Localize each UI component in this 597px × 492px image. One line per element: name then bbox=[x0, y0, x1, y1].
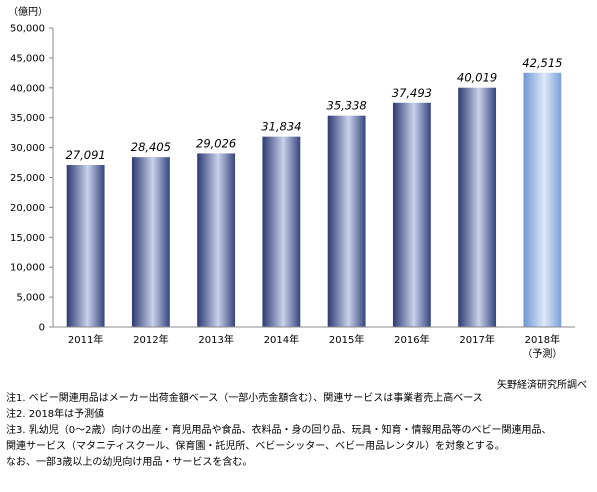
x-axis: 2011年 2012年 2013年 2014年 2015年 2016年 2017年 2018年… bbox=[53, 326, 575, 360]
y-tick-label: 45,000 bbox=[10, 53, 45, 64]
y-axis: 0 5,000 10,000 15,000 20,000 25,000 30,000 35,0… bbox=[10, 24, 54, 334]
y-tick-label: 15,000 bbox=[10, 233, 45, 244]
data-label: 37,493 bbox=[392, 86, 432, 100]
bar bbox=[458, 87, 497, 328]
bar bbox=[66, 164, 105, 327]
notes: 注1. ベビー関連用品はメーカー出荷金額ベース（一部小売金額含む）、関連サービス… bbox=[6, 391, 591, 471]
x-tick-sublabel: （予測） bbox=[522, 347, 562, 360]
data-labels: 27,091 28,405 29,026 31,834 35,338 37,493 40,0… bbox=[66, 56, 563, 162]
y-tick-label: 40,000 bbox=[10, 83, 45, 94]
y-tick-label: 20,000 bbox=[10, 203, 45, 214]
x-tick-label: 2014年 bbox=[264, 333, 299, 346]
bar bbox=[131, 157, 170, 327]
y-tick-label: 30,000 bbox=[10, 143, 45, 154]
note-line: なお、一部3歳以上の幼児向け用品・サービスを含む。 bbox=[6, 457, 253, 468]
y-tick-label: 50,000 bbox=[10, 24, 45, 35]
note-line: 関連サービス（マタニティスクール、保育園・託児所、ベビーシッター、ベビー用品レン… bbox=[6, 441, 505, 452]
bar bbox=[197, 153, 236, 327]
data-label: 29,026 bbox=[196, 136, 236, 150]
data-label: 35,338 bbox=[327, 99, 367, 113]
data-label: 27,091 bbox=[66, 148, 106, 162]
data-label: 28,405 bbox=[131, 140, 171, 154]
y-tick-label: 25,000 bbox=[10, 173, 45, 184]
note-line: 注3. 乳幼児（0〜2歳）向けの出産・育児用品や食品、衣料品・身の回り品、玩具・… bbox=[6, 425, 552, 436]
y-axis-unit-label: （億円） bbox=[8, 5, 48, 18]
bar-chart: （億円） 0 5,000 10,000 15,000 20,000 25,000 30,00… bbox=[8, 5, 575, 360]
bar bbox=[262, 136, 301, 327]
bar bbox=[392, 102, 431, 327]
bar bbox=[327, 115, 366, 327]
x-tick-label: 2013年 bbox=[198, 333, 233, 346]
x-tick-label: 2017年 bbox=[459, 333, 494, 346]
note-line: 注1. ベビー関連用品はメーカー出荷金額ベース（一部小売金額含む）、関連サービス… bbox=[6, 393, 483, 404]
x-tick-label: 2018年 bbox=[525, 333, 560, 346]
x-tick-label: 2015年 bbox=[329, 333, 364, 346]
x-tick-label: 2016年 bbox=[394, 333, 429, 346]
data-label: 40,019 bbox=[457, 71, 497, 85]
bar-series bbox=[66, 72, 562, 328]
x-tick-label: 2011年 bbox=[68, 333, 103, 346]
y-tick-label: 5,000 bbox=[16, 293, 45, 304]
x-tick-label: 2012年 bbox=[133, 333, 168, 346]
note-line: 注2. 2018年は予測値 bbox=[6, 409, 105, 420]
y-tick-label: 0 bbox=[39, 323, 45, 334]
source-credit: 矢野経済研究所調べ bbox=[497, 380, 587, 391]
data-label: 31,834 bbox=[261, 120, 301, 134]
bar-forecast bbox=[523, 72, 562, 327]
y-tick-label: 35,000 bbox=[10, 113, 45, 124]
data-label: 42,515 bbox=[522, 56, 562, 70]
y-tick-label: 10,000 bbox=[10, 263, 45, 274]
